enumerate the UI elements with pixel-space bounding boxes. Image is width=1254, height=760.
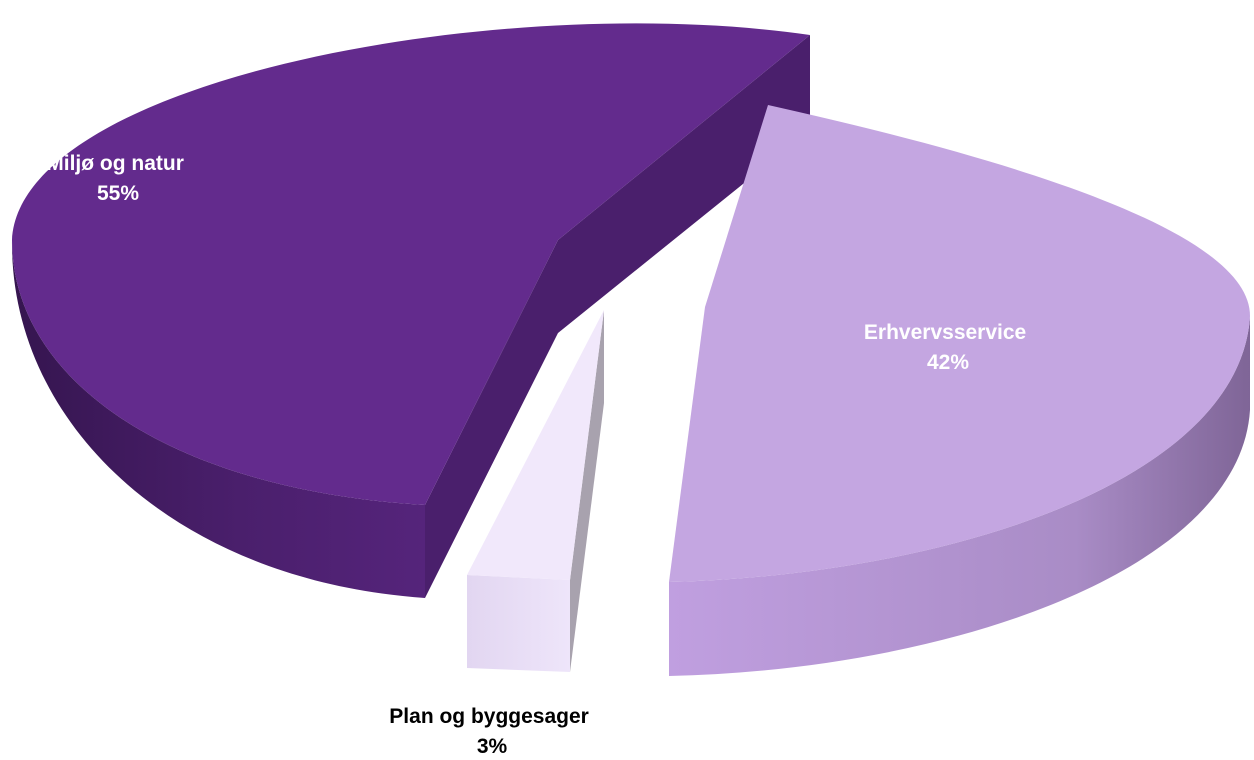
slice-miljo-og-natur-cut-face [425, 35, 810, 598]
slice-percent: 3% [477, 735, 508, 758]
slice-name: Erhvervsservice [864, 321, 1026, 344]
slice-erhvervsservice-side [669, 316, 1250, 676]
slice-miljo-og-natur-top [12, 23, 810, 506]
slice-miljo-og-natur-side [11, 240, 425, 598]
slice-erhvervsservice-top [669, 105, 1250, 582]
slice-erhvervsservice[interactable] [669, 105, 1250, 676]
slice-plan-og-byggesager[interactable] [467, 310, 604, 672]
slice-label-miljo-og-natur: Miljø og natur 55% [46, 152, 190, 205]
slice-name: Plan og byggesager [389, 705, 589, 728]
slice-label-erhvervsservice: Erhvervsservice 42% [864, 321, 1032, 374]
slice-plan-og-byggesager-cut-face [570, 310, 604, 672]
slice-percent: 55% [97, 182, 139, 205]
slice-miljo-og-natur[interactable] [11, 23, 810, 598]
slice-percent: 42% [927, 351, 969, 374]
slice-plan-og-byggesager-top [467, 310, 604, 580]
slice-label-plan-og-byggesager: Plan og byggesager 3% [389, 705, 594, 758]
slice-name: Miljø og natur [46, 152, 184, 175]
slice-plan-og-byggesager-side [467, 575, 570, 672]
